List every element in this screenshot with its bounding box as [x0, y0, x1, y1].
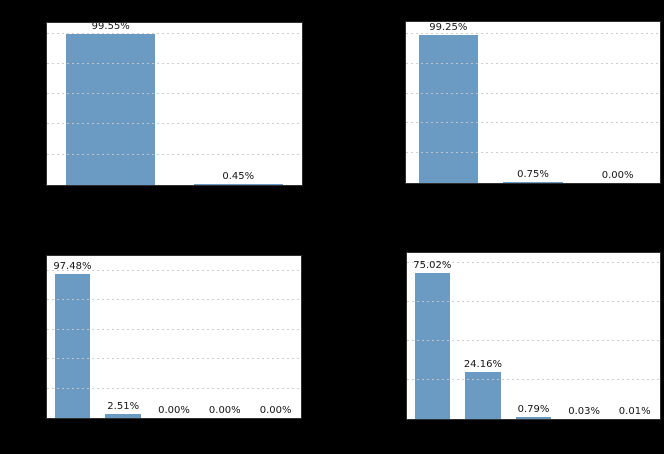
- bar-value-label: 97.48%: [53, 261, 92, 273]
- chart-panel-top-left: 99.55% 0.45%: [46, 22, 303, 186]
- chart-panel-bottom-left: 97.48% 2.51% 0.00% 0.00% 0.00%: [46, 255, 302, 419]
- chart-panel-bottom-right: 75.02% 24.16% 0.79% 0.03% 0.01%: [406, 252, 661, 420]
- bar: [193, 184, 283, 185]
- bar-value-label: 0.79%: [517, 404, 550, 416]
- chart-panel-top-right: 99.25% 0.75% 0.00%: [405, 21, 661, 184]
- bar-value-label: 0.00%: [601, 170, 634, 181]
- gridline: [406, 32, 660, 34]
- bar-value-label: 99.25%: [429, 22, 468, 34]
- bar: [66, 34, 156, 185]
- bar: [418, 35, 478, 183]
- bar: [105, 414, 141, 418]
- bar-value-label: 0.00%: [158, 405, 190, 416]
- bar-value-label: 0.03%: [568, 405, 600, 417]
- bar-value-label: 24.16%: [463, 358, 502, 370]
- bar: [414, 272, 450, 419]
- bar-value-label: 0.00%: [259, 405, 292, 416]
- bar-value-label: 75.02%: [413, 259, 452, 271]
- bar-value-label: 0.75%: [517, 168, 549, 180]
- bar-value-label: 0.00%: [208, 405, 241, 416]
- bar: [503, 181, 563, 183]
- bar-value-label: 99.55%: [91, 22, 130, 33]
- bar-value-label: 0.45%: [222, 171, 255, 183]
- bar: [515, 417, 552, 419]
- bar: [465, 371, 501, 419]
- bar-value-label: 0.01%: [618, 405, 651, 417]
- bar: [54, 274, 91, 418]
- bar-value-label: 2.51%: [107, 401, 140, 413]
